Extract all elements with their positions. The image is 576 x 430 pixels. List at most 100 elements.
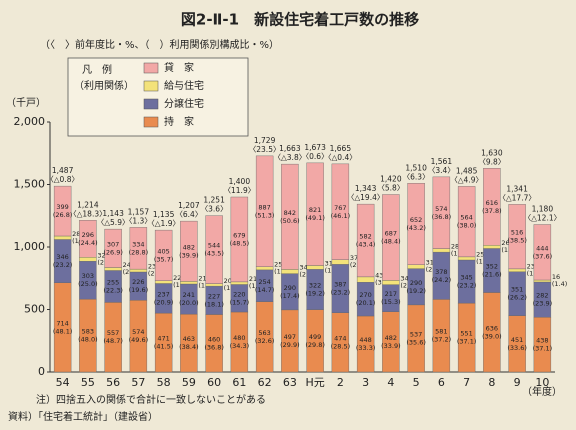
- segment-share: (23.9): [533, 300, 553, 308]
- segment-label: 34: [400, 275, 408, 283]
- legend-label: 貸 家: [164, 61, 194, 74]
- total-label: 1,420: [380, 175, 402, 184]
- total-label: 1,251: [203, 196, 225, 205]
- segment-share: (32.6): [255, 337, 275, 345]
- bar-segment: [331, 163, 350, 260]
- legend-swatch: [143, 116, 159, 128]
- segment-share: (46.1): [331, 212, 351, 220]
- total-label: 1,143: [102, 209, 124, 218]
- segment-label: 821: [309, 206, 321, 214]
- segment-label: 471: [157, 335, 169, 343]
- segment-label: 24: [123, 261, 131, 269]
- total-label: 1,341: [506, 184, 528, 193]
- segment-label: 583: [82, 328, 94, 336]
- bar-segment: [255, 155, 274, 267]
- bar-segment: [483, 168, 501, 246]
- legend-label: 分譲住宅: [164, 97, 204, 110]
- segment-share: (19.2): [406, 287, 426, 295]
- x-tick-label: 61: [232, 376, 246, 389]
- segment-share: (20.0): [179, 299, 199, 307]
- bar-segment: [281, 269, 299, 274]
- segment-share: (37.2): [432, 336, 452, 344]
- bar-segment: [356, 203, 375, 278]
- y-tick-label: 500: [24, 303, 45, 316]
- segment-label: 516: [511, 229, 523, 237]
- segment-label: 537: [410, 330, 422, 338]
- total-label: 1,214: [77, 200, 99, 209]
- segment-label: 345: [460, 274, 472, 282]
- x-tick-label: 10: [535, 376, 549, 389]
- segment-label: 16: [552, 273, 560, 281]
- segment-share: (24.2): [432, 276, 452, 284]
- segment-share: (48.1): [53, 327, 73, 335]
- segment-share: (1.4): [552, 280, 567, 288]
- bar-segment: [407, 264, 425, 269]
- segment-label: 282: [536, 292, 548, 300]
- segment-label: 290: [410, 279, 422, 287]
- segment-label: 20: [224, 277, 232, 285]
- segment-label: 28: [451, 242, 459, 250]
- segment-share: (19.2): [305, 290, 325, 298]
- total-change: 〈△0.4〉: [324, 153, 357, 162]
- segment-share: (20.1): [356, 299, 376, 307]
- bar-segment: [306, 162, 324, 266]
- segment-share: (18.1): [204, 300, 224, 308]
- total-change: 〈△0.8〉: [46, 175, 79, 184]
- segment-share: (23.2): [457, 282, 477, 290]
- segment-label: 497: [284, 333, 296, 341]
- segment-share: (28.5): [331, 342, 351, 350]
- x-tick-label: 59: [182, 376, 196, 389]
- segment-share: (37.1): [533, 345, 553, 353]
- total-label: 1,157: [128, 207, 150, 216]
- x-tick-label: 6: [438, 376, 445, 389]
- total-change: 〈11.9〉: [224, 186, 256, 195]
- segment-share: (34.3): [230, 342, 250, 350]
- segment-share: (14.7): [255, 286, 275, 294]
- total-change: 〈9.8〉: [478, 157, 505, 166]
- bar-segment: [53, 185, 72, 237]
- segment-share: (48.0): [78, 336, 98, 344]
- segment-share: (26.9): [103, 248, 123, 256]
- segment-label: 551: [460, 330, 472, 338]
- segment-label: 563: [258, 329, 270, 337]
- x-tick-label: 2: [337, 376, 344, 389]
- total-change: 〈△3.8〉: [274, 153, 307, 162]
- segment-share: (38.0): [457, 222, 477, 230]
- segment-label: 636: [486, 324, 498, 332]
- bar-segment: [230, 196, 249, 283]
- chart-title: 図2-Ⅱ-1 新設住宅着工戸数の推移: [181, 11, 419, 29]
- bar-segment: [508, 268, 526, 272]
- segment-label: 499: [309, 333, 321, 341]
- bar-segment: [205, 283, 223, 287]
- segment-label: 22: [173, 274, 181, 282]
- segment-share: (43.4): [356, 241, 376, 249]
- segment-label: 557: [107, 329, 119, 337]
- bar-segment: [432, 248, 451, 253]
- total-label: 1,561: [431, 157, 453, 166]
- total-label: 1,663: [279, 144, 301, 153]
- legend-label: 給与住宅: [164, 79, 204, 92]
- segment-label: 237: [157, 290, 169, 298]
- segment-share: (48.4): [381, 237, 401, 245]
- segment-share: (39.9): [179, 251, 199, 259]
- segment-label: 31: [325, 259, 333, 267]
- total-change: 〈△5.9〉: [97, 218, 130, 227]
- segment-share: (25.0): [78, 280, 98, 288]
- total-change: 〈△18.3〉: [69, 209, 106, 218]
- segment-share: (22.3): [103, 286, 123, 294]
- total-change: 〈23.5〉: [249, 145, 281, 154]
- segment-label: 438: [536, 337, 548, 345]
- x-tick-label: 4: [387, 376, 394, 389]
- bar-segment: [356, 276, 375, 283]
- x-tick-label: 7: [463, 376, 470, 389]
- subtitle: （〈 〉前年度比・%、（ ）利用関係別構成比・%）: [40, 38, 279, 51]
- segment-label: 652: [410, 216, 422, 224]
- note: 注）四捨五入の関係で合計に一致しないことがある: [36, 393, 266, 406]
- bar-segment: [533, 224, 552, 281]
- segment-share: (33.6): [507, 344, 527, 352]
- total-label: 1,135: [153, 210, 175, 219]
- segment-share: (21.6): [482, 271, 502, 279]
- total-change: 〈△12.1〉: [524, 214, 561, 223]
- note: 資料）「住宅着工統計」（建設省）: [8, 410, 158, 423]
- segment-label: 887: [258, 203, 270, 211]
